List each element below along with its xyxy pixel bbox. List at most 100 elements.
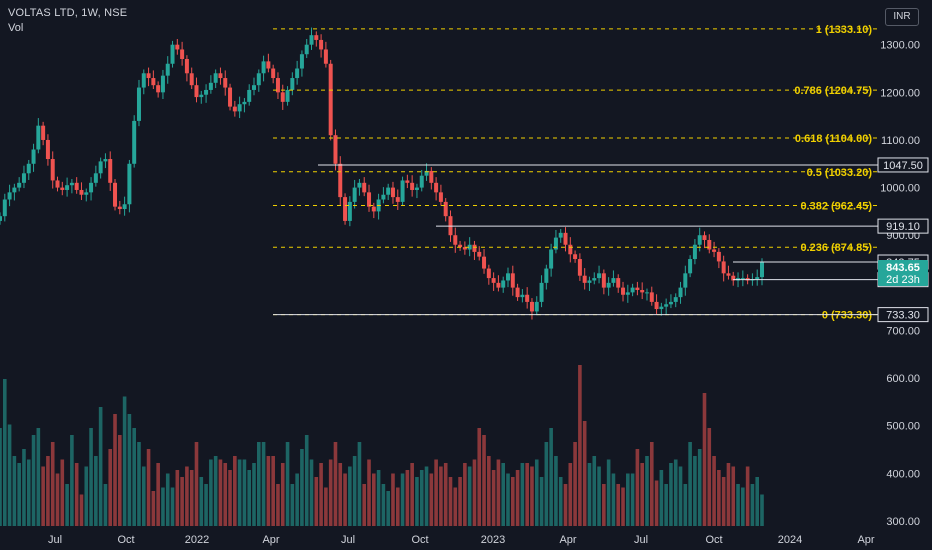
candle-body (410, 182, 415, 190)
volume-bar (300, 449, 304, 526)
x-tick-label: Jul (341, 534, 355, 546)
candle-body (367, 192, 372, 207)
volume-bar (314, 477, 319, 526)
candle-body (453, 235, 458, 245)
volume-bar (386, 491, 390, 526)
currency-button[interactable]: INR (885, 8, 919, 26)
candle-body (668, 301, 673, 305)
candle-body (151, 78, 156, 86)
volume-bar (280, 463, 285, 526)
candle-body (31, 149, 36, 164)
y-tick-label: 500.00 (886, 421, 920, 433)
x-tick-label: Apr (857, 534, 874, 546)
candle-body (688, 259, 693, 274)
volume-bar (0, 428, 2, 526)
candle-body (525, 294, 530, 302)
volume-bar (161, 487, 165, 526)
volume-bar (453, 487, 458, 526)
volume-bar (477, 428, 482, 526)
candle-body (50, 159, 55, 181)
candle-body (549, 249, 554, 269)
volume-bar (304, 435, 309, 526)
volume-bar (659, 470, 664, 526)
y-tick-label: 1000.00 (880, 183, 920, 195)
volume-bar (534, 459, 539, 526)
volume-bar (415, 477, 419, 526)
y-tick-label: 600.00 (886, 373, 920, 385)
candle-body (611, 278, 616, 283)
x-tick-label: 2024 (778, 534, 802, 546)
candle-body (343, 197, 348, 221)
volume-bar (357, 442, 362, 526)
symbol-title[interactable]: VOLTAS LTD, 1W, NSE (8, 7, 128, 19)
volume-bar (381, 484, 386, 526)
volume-bar (717, 470, 721, 526)
candle-body (74, 182, 79, 190)
volume-bar (467, 466, 472, 526)
volume-bar (7, 424, 12, 526)
candle-body (156, 85, 161, 93)
candle-body (467, 244, 472, 250)
candle-body (285, 89, 290, 102)
volume-indicator-label[interactable]: Vol (8, 22, 24, 34)
candle-body (319, 39, 324, 50)
candle-body (146, 73, 151, 79)
volume-bar (89, 428, 93, 526)
volume-bar (194, 442, 199, 526)
volume-bar (635, 449, 640, 526)
volume-bar (515, 470, 520, 526)
candle-body (175, 44, 180, 50)
candle-body (84, 192, 89, 195)
candle-body (323, 49, 328, 64)
candle-body (429, 170, 434, 183)
candle-body (160, 75, 165, 93)
candle-body (644, 292, 649, 294)
candle-body (664, 304, 669, 307)
volume-bar (525, 463, 529, 526)
volume-bar (530, 466, 534, 526)
candle-body (506, 273, 510, 281)
volume-bar (223, 463, 228, 526)
candle-body (458, 244, 463, 248)
candle-body (247, 89, 252, 102)
volume-bar (113, 414, 117, 526)
candle-body (563, 232, 568, 245)
candle-body (132, 120, 137, 164)
candle-body (568, 244, 573, 255)
candle-body (180, 49, 185, 59)
volume-bar (309, 459, 314, 526)
volume-bar (621, 487, 625, 526)
volume-bar (573, 442, 577, 526)
candle-body (309, 35, 314, 45)
volume-bar (237, 459, 242, 526)
volume-bar (333, 442, 338, 526)
current-price-label: 843.65 (886, 262, 920, 274)
candle-body (371, 206, 376, 212)
fib-level-label: 0.786 (1204.75) (794, 85, 872, 97)
volume-bar (649, 442, 654, 526)
candle-body (271, 68, 276, 79)
candle-body (60, 187, 65, 190)
x-tick-label: Jul (634, 534, 648, 546)
candle-body (362, 182, 367, 193)
candle-body (683, 273, 688, 288)
candle-body (697, 235, 702, 245)
candle-body (649, 292, 654, 302)
candle-body (208, 82, 213, 90)
candle-body (304, 44, 309, 55)
candle-body (529, 301, 534, 312)
candle-body (357, 182, 362, 188)
volume-bar (141, 466, 146, 526)
volume-bar (683, 484, 688, 526)
x-tick-label: Jul (48, 534, 62, 546)
candle-body (721, 261, 726, 274)
volume-bar (726, 463, 731, 526)
volume-bar (367, 459, 371, 526)
volume-bar (2, 379, 7, 526)
volume-bar (654, 480, 659, 526)
candle-body (438, 192, 443, 202)
candle-body (328, 63, 333, 136)
volume-bar (132, 428, 136, 526)
